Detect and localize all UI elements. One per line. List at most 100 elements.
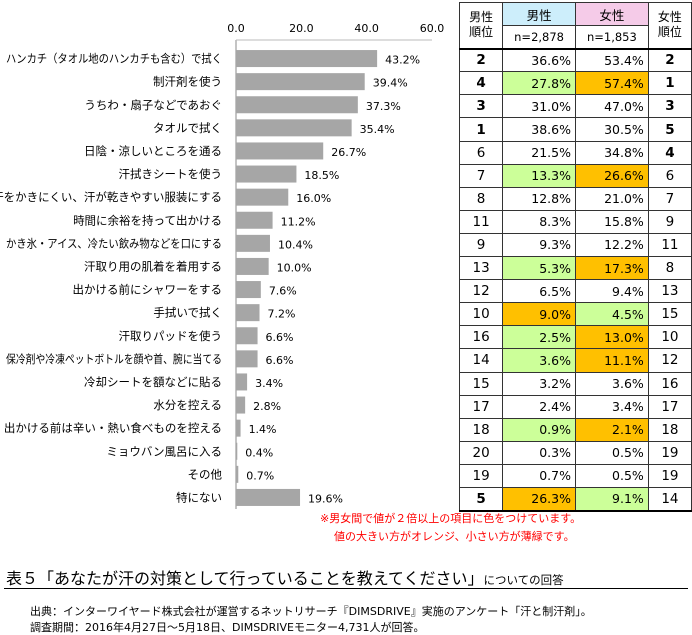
male-rank-cell: 4 [458,71,504,96]
male-value-cell: 0.9% [502,417,576,442]
female-value-cell: 47.0% [574,94,649,119]
bar-value-label: 39.4% [373,77,408,90]
table-row: 9 9.3% 12.2% 11 [458,232,692,258]
male-value-cell: 9.3% [502,232,576,258]
female-rank-cell: 1 [647,71,692,96]
table-row: 8 12.8% 21.0% 7 [458,186,692,211]
table-row: 12 6.5% 9.4% 13 [458,279,692,304]
bar-value-label: 0.4% [245,446,273,459]
category-label: 冷却シートを額などに貼る [84,375,222,389]
bar-series [236,50,378,506]
male-header: 男性 [502,1,576,27]
bar-value-label: 43.2% [385,54,420,67]
female-value-cell: 12.2% [574,232,649,258]
category-label: ミョウバン風呂に入る [106,444,222,458]
table-caption: 表５「あなたが汗の対策として行っていることを教えてください」についての回答 [6,565,564,589]
female-value-cell: 26.6% [574,163,649,188]
male-rank-cell: 19 [458,463,504,488]
male-rank-cell: 1 [458,117,504,142]
category-label: 出かける前にシャワーをする [73,283,223,297]
female-value-cell: 15.8% [574,209,649,234]
rank-table: 男性 順位 男性 女性 女性 順位 n=2,878 n=1,853 2 36.6% 53… [458,1,692,512]
bar [236,396,246,414]
bar-value-label: 1.4% [249,423,277,436]
bar [236,211,273,229]
bar-value-label: 37.3% [366,100,401,113]
x-axis-ticks: 0.0 20.0 40.0 60.0 [227,22,444,35]
bar-chart: 0.0 20.0 40.0 60.0 ハンカチ（タオル地のハンカチも含む）で拭く制汗剤… [0,22,444,509]
bar [236,350,258,368]
female-rank-cell: 17 [647,394,692,419]
bar-value-label: 7.2% [268,308,296,321]
male-value-cell: 3.6% [502,348,576,373]
male-value-cell: 2.5% [502,325,576,350]
category-label: 汗拭きシートを使う [119,167,223,181]
male-rank-cell: 7 [458,163,504,188]
female-value-cell: 13.0% [574,325,649,350]
female-rank-cell: 14 [647,486,692,512]
female-value-cell: 0.5% [574,463,649,488]
table-row: 18 0.9% 2.1% 18 [458,417,692,442]
table-row: 1 38.6% 30.5% 5 [458,117,692,142]
bar-value-label: 26.7% [331,146,366,159]
table-row: 10 9.0% 4.5% 15 [458,302,692,327]
table-row: 19 0.7% 0.5% 19 [458,463,692,488]
bar-value-label: 18.5% [304,169,339,182]
bar [236,465,239,483]
bar-value-label: 35.4% [360,123,395,136]
male-value-cell: 0.7% [502,463,576,488]
caption-underline [4,588,688,589]
male-value-cell: 8.3% [502,209,576,234]
female-rank-cell: 19 [647,440,692,465]
male-value-cell: 21.5% [502,140,576,165]
male-value-cell: 9.0% [502,302,576,327]
bar [236,142,324,160]
category-label: 出かける前は辛い・熱い食べものを控える [4,421,222,435]
female-rank-cell: 11 [647,232,692,258]
table-row: 11 8.3% 15.8% 9 [458,209,692,234]
bar-value-label: 0.7% [246,469,274,482]
male-value-cell: 38.6% [502,117,576,142]
category-label: 時間に余裕を持って出かける [73,213,222,227]
female-rank-cell: 4 [647,140,692,165]
female-value-cell: 53.4% [574,47,649,73]
female-rank-cell: 16 [647,371,692,396]
color-note-line1: ※男女間で値が２倍以上の項目に色をつけています。 [320,512,582,525]
male-rank-cell: 14 [458,348,504,373]
category-label: その他 [188,467,223,481]
bar-value-label: 2.8% [253,400,281,413]
category-label: 制汗剤を使う [153,75,222,89]
caption-main: 表５「あなたが汗の対策として行っていることを教えてください」 [6,569,484,588]
bar [236,442,238,460]
category-label: かき氷・アイス、冷たい飲み物などを口にする [6,236,222,250]
female-value-cell: 4.5% [574,302,649,327]
male-rank-cell: 15 [458,371,504,396]
bar [236,73,365,91]
male-rank-cell: 6 [458,140,504,165]
female-value-cell: 17.3% [574,256,649,281]
male-rank-cell: 11 [458,209,504,234]
bar [236,50,378,68]
caption-sub: についての回答 [483,573,564,587]
male-value-cell: 13.3% [502,163,576,188]
male-rank-cell: 5 [458,486,504,512]
bar [236,488,301,506]
bar [236,165,297,183]
female-rank-cell: 13 [647,279,692,304]
bar [236,96,358,114]
female-rank-cell: 8 [647,256,692,281]
male-rank-cell: 13 [458,256,504,281]
table-row: 2 36.6% 53.4% 2 [458,47,692,73]
female-value-cell: 21.0% [574,186,649,211]
female-value-cell: 2.1% [574,417,649,442]
bar-value-label: 3.4% [255,377,283,390]
table-row: 16 2.5% 13.0% 10 [458,325,692,350]
bar-value-label: 6.6% [266,354,294,367]
bar [236,234,270,252]
male-value-cell: 12.8% [502,186,576,211]
female-rank-cell: 10 [647,325,692,350]
category-label: 特にない [176,490,222,504]
female-rank-cell: 6 [647,163,692,188]
bar [236,419,241,437]
table-row: 20 0.3% 0.5% 19 [458,440,692,465]
